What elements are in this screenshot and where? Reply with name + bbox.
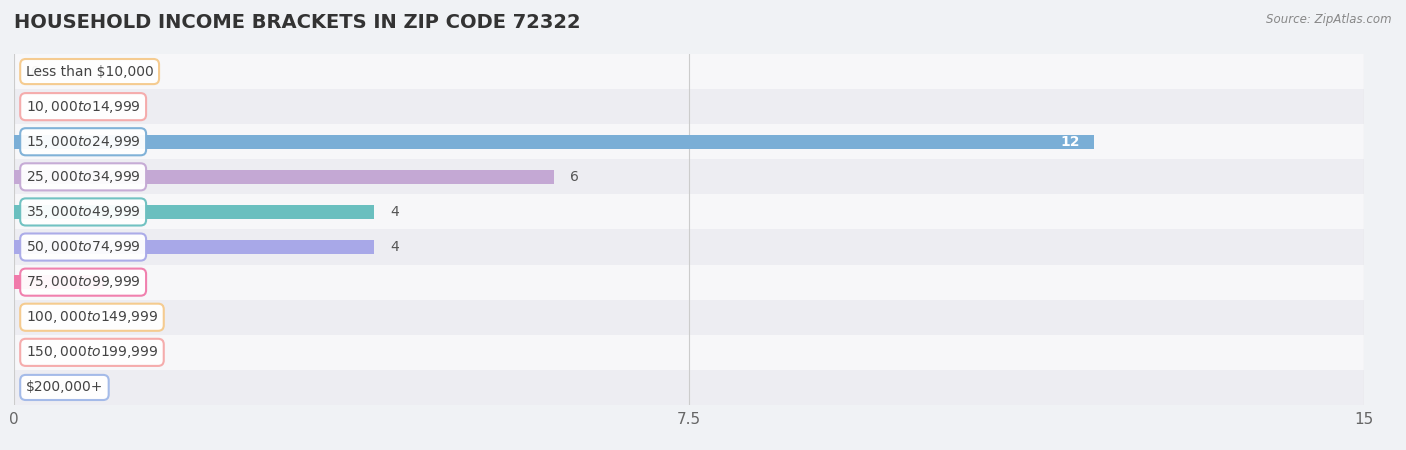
Text: $35,000 to $49,999: $35,000 to $49,999 <box>25 204 141 220</box>
Bar <box>14 89 1364 124</box>
Bar <box>14 240 374 254</box>
Text: $50,000 to $74,999: $50,000 to $74,999 <box>25 239 141 255</box>
Text: HOUSEHOLD INCOME BRACKETS IN ZIP CODE 72322: HOUSEHOLD INCOME BRACKETS IN ZIP CODE 72… <box>14 14 581 32</box>
Bar <box>14 230 1364 265</box>
Text: $200,000+: $200,000+ <box>25 380 103 395</box>
Text: $15,000 to $24,999: $15,000 to $24,999 <box>25 134 141 150</box>
Text: 0: 0 <box>31 345 39 360</box>
Text: $75,000 to $99,999: $75,000 to $99,999 <box>25 274 141 290</box>
Text: 6: 6 <box>571 170 579 184</box>
Bar <box>14 194 1364 230</box>
Text: Less than $10,000: Less than $10,000 <box>25 64 153 79</box>
Text: 0: 0 <box>31 310 39 324</box>
Bar <box>14 335 1364 370</box>
Bar <box>14 205 374 219</box>
Bar <box>14 370 1364 405</box>
Text: Source: ZipAtlas.com: Source: ZipAtlas.com <box>1267 14 1392 27</box>
Text: $10,000 to $14,999: $10,000 to $14,999 <box>25 99 141 115</box>
Bar <box>14 300 1364 335</box>
Text: 0: 0 <box>31 380 39 395</box>
Bar <box>14 170 554 184</box>
Text: 4: 4 <box>391 240 399 254</box>
Text: 4: 4 <box>391 205 399 219</box>
Text: 0: 0 <box>31 64 39 79</box>
Bar <box>14 275 104 289</box>
Text: $150,000 to $199,999: $150,000 to $199,999 <box>25 344 159 360</box>
Bar <box>14 265 1364 300</box>
Text: 12: 12 <box>1062 135 1080 149</box>
Bar <box>14 135 1094 148</box>
Bar <box>14 54 1364 89</box>
Bar <box>14 159 1364 194</box>
Text: $25,000 to $34,999: $25,000 to $34,999 <box>25 169 141 185</box>
Text: 0: 0 <box>31 99 39 114</box>
Bar <box>14 124 1364 159</box>
Text: $100,000 to $149,999: $100,000 to $149,999 <box>25 309 159 325</box>
Text: 1: 1 <box>121 275 129 289</box>
